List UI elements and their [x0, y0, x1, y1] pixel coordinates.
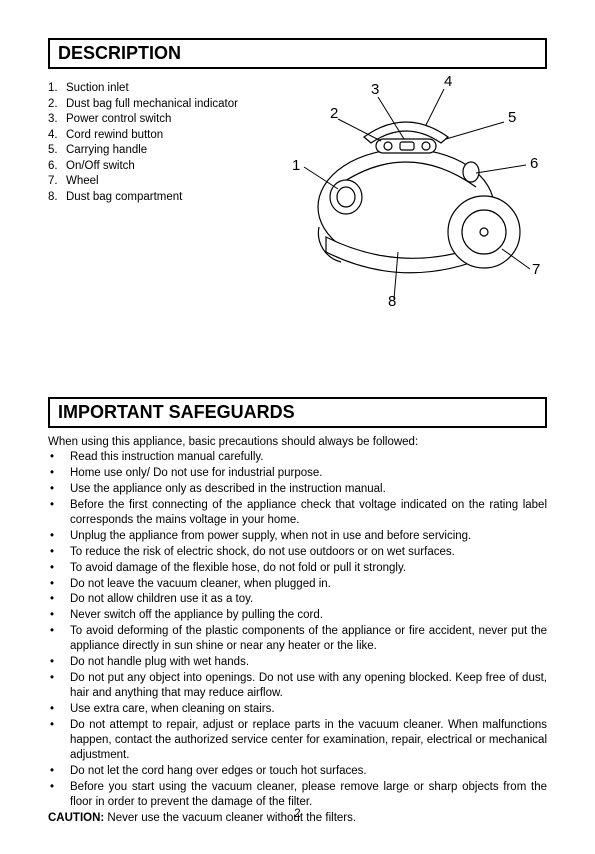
bullet-icon: • — [48, 608, 70, 623]
vacuum-diagram: 1 2 3 4 5 6 7 8 — [286, 77, 541, 307]
safeguard-item: •Do not let the cord hang over edges or … — [48, 764, 547, 779]
bullet-icon: • — [48, 671, 70, 701]
bullet-icon: • — [48, 482, 70, 497]
description-item: 3.Power control switch — [48, 112, 278, 128]
vacuum-svg — [286, 77, 541, 307]
safeguard-item: •Home use only/ Do not use for industria… — [48, 466, 547, 481]
safeguard-item: •Unplug the appliance from power supply,… — [48, 529, 547, 544]
safeguard-item: •Before the first connecting of the appl… — [48, 498, 547, 528]
safeguard-item-text: Do not attempt to repair, adjust or repl… — [70, 718, 547, 763]
bullet-icon: • — [48, 702, 70, 717]
safeguard-item-text: Read this instruction manual carefully. — [70, 450, 547, 465]
safeguard-item: •Read this instruction manual carefully. — [48, 450, 547, 465]
description-item-number: 5. — [48, 143, 66, 159]
safeguard-item: •To reduce the risk of electric shock, d… — [48, 545, 547, 560]
description-list: 1.Suction inlet2.Dust bag full mechanica… — [48, 81, 278, 205]
safeguard-item-text: To avoid damage of the flexible hose, do… — [70, 561, 547, 576]
description-item-text: Cord rewind button — [66, 128, 163, 144]
safeguard-item-text: Do not allow children use it as a toy. — [70, 592, 547, 607]
description-item-text: Dust bag full mechanical indicator — [66, 97, 238, 113]
safeguard-item: •Do not handle plug with wet hands. — [48, 655, 547, 670]
description-item-text: Dust bag compartment — [66, 190, 182, 206]
safeguard-item-text: To avoid deforming of the plastic compon… — [70, 624, 547, 654]
safeguard-item-text: Home use only/ Do not use for industrial… — [70, 466, 547, 481]
safeguard-item: •Do not put any object into openings. Do… — [48, 671, 547, 701]
description-item-text: On/Off switch — [66, 159, 135, 175]
description-item-number: 2. — [48, 97, 66, 113]
safeguard-item-text: Do not handle plug with wet hands. — [70, 655, 547, 670]
safeguard-item: •Use the appliance only as described in … — [48, 482, 547, 497]
safeguard-item: •To avoid deforming of the plastic compo… — [48, 624, 547, 654]
page-number: 2 — [0, 808, 595, 820]
safeguard-item-text: Use extra care, when cleaning on stairs. — [70, 702, 547, 717]
bullet-icon: • — [48, 545, 70, 560]
description-header: DESCRIPTION — [48, 38, 547, 69]
description-item-number: 7. — [48, 174, 66, 190]
callout-7: 7 — [532, 261, 540, 278]
description-row: 1.Suction inlet2.Dust bag full mechanica… — [48, 77, 547, 307]
description-item-number: 3. — [48, 112, 66, 128]
safeguards-intro: When using this appliance, basic precaut… — [48, 436, 547, 448]
bullet-icon: • — [48, 592, 70, 607]
safeguard-item-text: Do not let the cord hang over edges or t… — [70, 764, 547, 779]
bullet-icon: • — [48, 498, 70, 528]
description-item-text: Carrying handle — [66, 143, 147, 159]
callout-3: 3 — [371, 81, 379, 98]
bullet-icon: • — [48, 466, 70, 481]
bullet-icon: • — [48, 561, 70, 576]
safeguard-item-text: To reduce the risk of electric shock, do… — [70, 545, 547, 560]
safeguard-item: •Use extra care, when cleaning on stairs… — [48, 702, 547, 717]
bullet-icon: • — [48, 450, 70, 465]
callout-2: 2 — [330, 105, 338, 122]
bullet-icon: • — [48, 780, 70, 810]
callout-6: 6 — [530, 155, 538, 172]
safeguard-item: •Do not attempt to repair, adjust or rep… — [48, 718, 547, 763]
safeguard-item-text: Before the first connecting of the appli… — [70, 498, 547, 528]
description-item: 4.Cord rewind button — [48, 128, 278, 144]
safeguards-header: IMPORTANT SAFEGUARDS — [48, 397, 547, 428]
safeguard-item-text: Unplug the appliance from power supply, … — [70, 529, 547, 544]
safeguard-item: •Before you start using the vacuum clean… — [48, 780, 547, 810]
callout-1: 1 — [292, 157, 300, 174]
safeguards-list: •Read this instruction manual carefully.… — [48, 450, 547, 810]
safeguard-item: •Never switch off the appliance by pulli… — [48, 608, 547, 623]
bullet-icon: • — [48, 577, 70, 592]
callout-5: 5 — [508, 109, 516, 126]
safeguard-item-text: Use the appliance only as described in t… — [70, 482, 547, 497]
safeguard-item: •Do not allow children use it as a toy. — [48, 592, 547, 607]
safeguard-item-text: Do not leave the vacuum cleaner, when pl… — [70, 577, 547, 592]
description-item-number: 8. — [48, 190, 66, 206]
description-item: 2.Dust bag full mechanical indicator — [48, 97, 278, 113]
bullet-icon: • — [48, 718, 70, 763]
bullet-icon: • — [48, 624, 70, 654]
description-item-text: Power control switch — [66, 112, 171, 128]
description-item: 1.Suction inlet — [48, 81, 278, 97]
safeguard-item: •Do not leave the vacuum cleaner, when p… — [48, 577, 547, 592]
bullet-icon: • — [48, 655, 70, 670]
safeguard-item: •To avoid damage of the flexible hose, d… — [48, 561, 547, 576]
description-item: 6.On/Off switch — [48, 159, 278, 175]
bullet-icon: • — [48, 529, 70, 544]
description-item: 5.Carrying handle — [48, 143, 278, 159]
description-item-number: 1. — [48, 81, 66, 97]
bullet-icon: • — [48, 764, 70, 779]
safeguard-item-text: Before you start using the vacuum cleane… — [70, 780, 547, 810]
description-item-number: 4. — [48, 128, 66, 144]
description-item-text: Suction inlet — [66, 81, 129, 97]
description-item: 8.Dust bag compartment — [48, 190, 278, 206]
description-item: 7.Wheel — [48, 174, 278, 190]
callout-8: 8 — [388, 293, 396, 310]
callout-4: 4 — [444, 73, 452, 90]
description-item-text: Wheel — [66, 174, 99, 190]
safeguard-item-text: Do not put any object into openings. Do … — [70, 671, 547, 701]
safeguard-item-text: Never switch off the appliance by pullin… — [70, 608, 547, 623]
description-item-number: 6. — [48, 159, 66, 175]
